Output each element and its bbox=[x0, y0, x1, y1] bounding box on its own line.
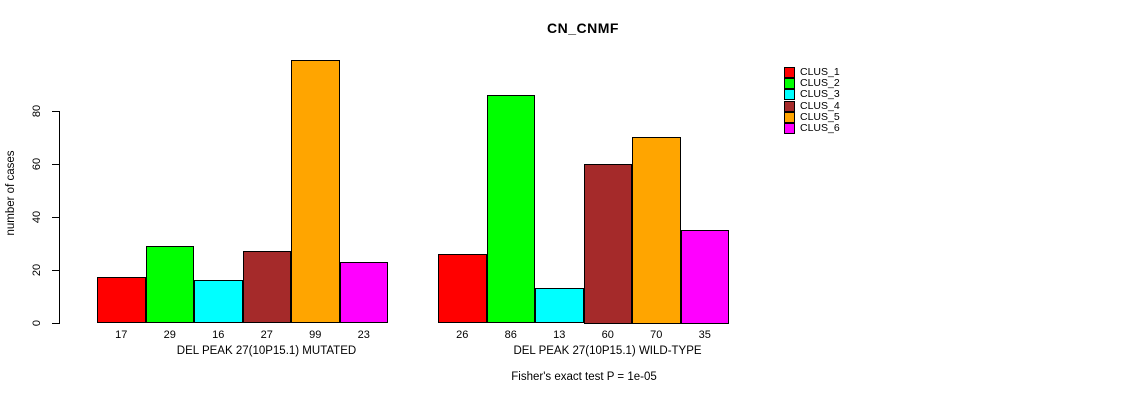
bar-count-label: 27 bbox=[260, 329, 273, 341]
y-tick-label: 80 bbox=[31, 104, 43, 117]
y-tick-label: 60 bbox=[31, 157, 43, 170]
bar-count-label: 17 bbox=[115, 329, 128, 341]
bar-count-label: 60 bbox=[601, 329, 614, 341]
y-tick bbox=[52, 216, 60, 218]
y-tick bbox=[52, 322, 60, 324]
y-tick-label: 0 bbox=[31, 319, 43, 326]
bar bbox=[242, 250, 291, 324]
bar-count-label: 29 bbox=[163, 329, 176, 341]
bar bbox=[145, 245, 194, 324]
bar bbox=[486, 94, 535, 324]
bar bbox=[438, 253, 487, 324]
legend-swatch bbox=[784, 122, 795, 134]
chart-title: CN_CNMF bbox=[547, 20, 619, 36]
legend-label: CLUS_5 bbox=[800, 110, 840, 123]
bar-count-label: 13 bbox=[553, 329, 566, 341]
y-tick-label: 40 bbox=[31, 210, 43, 223]
group-label: DEL PEAK 27(10P15.1) MUTATED bbox=[176, 345, 357, 357]
bar bbox=[535, 288, 584, 324]
legend-label: CLUS_2 bbox=[800, 77, 840, 90]
legend-label: CLUS_1 bbox=[800, 66, 840, 78]
bar-count-label: 86 bbox=[504, 329, 517, 341]
bar bbox=[194, 280, 243, 324]
y-tick bbox=[52, 110, 60, 112]
y-tick bbox=[52, 163, 60, 165]
legend-swatch bbox=[784, 89, 795, 101]
bar bbox=[339, 261, 388, 324]
y-tick-label: 20 bbox=[31, 263, 43, 276]
legend-label: CLUS_4 bbox=[800, 99, 840, 112]
legend-swatch bbox=[784, 78, 795, 90]
bar bbox=[680, 229, 729, 324]
bar bbox=[583, 163, 632, 324]
legend-swatch bbox=[784, 67, 795, 78]
legend-label: CLUS_6 bbox=[800, 121, 840, 134]
fisher-test-annotation: Fisher's exact test P = 1e-05 bbox=[511, 371, 657, 383]
group-label: DEL PEAK 27(10P15.1) WILD-TYPE bbox=[513, 345, 702, 357]
legend-label: CLUS_3 bbox=[800, 88, 840, 101]
y-tick bbox=[52, 269, 60, 271]
bar-count-label: 99 bbox=[309, 329, 322, 341]
bar-count-label: 23 bbox=[357, 329, 370, 341]
bar bbox=[97, 277, 146, 324]
bar bbox=[291, 60, 340, 324]
bar-count-label: 16 bbox=[212, 329, 225, 341]
y-axis-label: number of cases bbox=[5, 150, 17, 236]
legend-swatch bbox=[784, 100, 795, 112]
bar-count-label: 35 bbox=[698, 329, 711, 341]
bar-count-label: 70 bbox=[650, 329, 663, 341]
bar-count-label: 26 bbox=[456, 329, 469, 341]
bar bbox=[632, 137, 681, 324]
legend-swatch bbox=[784, 111, 795, 123]
